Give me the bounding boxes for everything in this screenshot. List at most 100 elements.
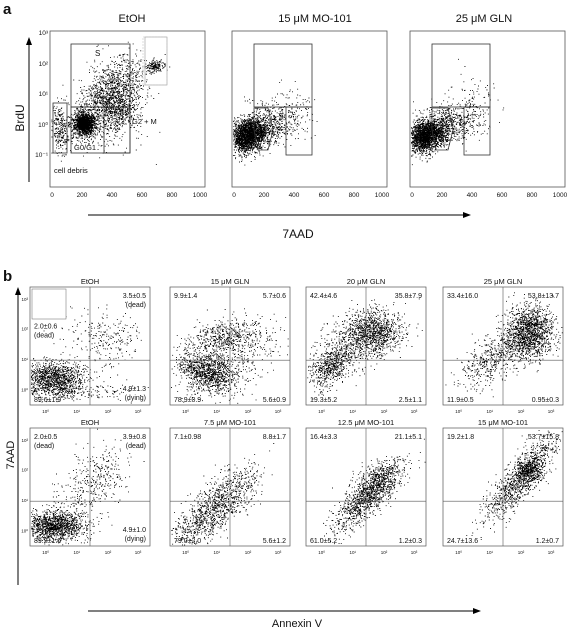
- x-tick: 10²: [245, 550, 252, 555]
- x-tick: 600: [319, 192, 330, 199]
- flow-plot: 20 μM GLN 42.4±4.6 35.8±7.9 19.3±5.2 2.5±1.1…: [305, 277, 427, 414]
- plot-title: EtOH: [81, 277, 99, 286]
- quadrant-ur-value: 3.5±0.5: [123, 293, 146, 300]
- flow-plot: 25 μM GLN 33.4±16.0 53.8±13.7 11.9±0.5 0.95±…: [442, 277, 564, 414]
- point-cloud: [40, 439, 145, 541]
- quadrant-ur-note: (dead): [126, 302, 146, 309]
- scatter-points: [51, 41, 171, 165]
- y-tick: 10⁰: [38, 121, 48, 129]
- plot-a-mo101: 15 μM MO-101 0 200 400 600 800 1000: [231, 13, 390, 199]
- x-tick: 10⁰: [455, 550, 462, 555]
- panel-a-x-label: 7AAD: [282, 227, 314, 241]
- plot-frame: [409, 30, 566, 188]
- scatter-points: [171, 308, 289, 404]
- quadrant-ul-value: 19.2±1.8: [447, 434, 474, 441]
- quadrant-ll-value: 78.9±0.9: [174, 397, 201, 404]
- quadrant-lr-value: 4.9±1.3: [123, 386, 146, 393]
- quadrant-ur-value: 3.9±0.8: [123, 434, 146, 441]
- point-cloud: [31, 351, 111, 403]
- y-tick: 10¹: [21, 357, 28, 362]
- x-tick: 600: [497, 192, 508, 199]
- x-tick: 1000: [375, 192, 390, 199]
- quadrant-lr-value: 0.95±0.3: [532, 397, 559, 404]
- x-tick: 10⁰: [318, 409, 325, 414]
- point-cloud: [171, 443, 275, 546]
- x-tick: 10³: [548, 550, 555, 555]
- y-tick: 10²: [21, 326, 28, 331]
- x-tick: 10³: [275, 409, 282, 414]
- panel-a-y-label: BrdU: [13, 104, 27, 131]
- point-cloud: [31, 501, 113, 546]
- x-tick: 10²: [381, 409, 388, 414]
- quadrant-lr-value: 5.6±0.9: [263, 397, 286, 404]
- quadrant-ll-value: 89.2±1.6: [34, 538, 61, 545]
- quadrant-ll-value: 24.7±13.6: [447, 538, 478, 545]
- x-tick: 10¹: [487, 409, 494, 414]
- x-tick: 800: [167, 192, 178, 199]
- quadrant-ul-value: 2.0±0.6: [34, 323, 57, 330]
- quadrant-ul-value: 33.4±16.0: [447, 293, 478, 300]
- x-tick: 10¹: [74, 550, 81, 555]
- y-tick: 10²: [39, 61, 49, 68]
- gate-g2m: [463, 106, 491, 156]
- inset-box: [31, 288, 67, 320]
- x-tick: 10³: [411, 409, 418, 414]
- gate-g0g1: [431, 107, 454, 151]
- gate-label-s: S: [95, 49, 100, 58]
- panel-a-label: a: [3, 1, 12, 18]
- quadrant-ur-note: (dead): [126, 443, 146, 450]
- panel-b-x-label: Annexin V: [272, 618, 323, 629]
- panel-b-y-label: 7AAD: [5, 441, 17, 470]
- quadrant-lr-note: (dying): [125, 536, 146, 543]
- x-tick: 800: [527, 192, 538, 199]
- scatter-points: [31, 428, 145, 546]
- x-tick: 10⁰: [182, 409, 189, 414]
- flow-plot: 15 μM MO-101 19.2±1.8 53.7±15.8 24.7±13.6 1.…: [442, 418, 564, 555]
- y-tick: 10³: [21, 297, 28, 302]
- panel-b-plots: EtOH 2.0±0.6 (dead) 3.5±0.5 (dead) 89.6±1.9 4.…: [21, 277, 564, 555]
- plot-title: 15 μM GLN: [211, 277, 250, 286]
- quadrant-ul-value: 42.4±4.6: [310, 293, 337, 300]
- x-tick: 10¹: [350, 409, 357, 414]
- x-tick: 10³: [548, 409, 555, 414]
- point-cloud: [308, 298, 423, 396]
- gate-g2m: [103, 106, 131, 154]
- x-tick: 0: [50, 192, 54, 199]
- point-cloud: [344, 455, 420, 511]
- x-tick: 10²: [105, 409, 112, 414]
- point-cloud: [75, 428, 132, 503]
- quadrant-lr-value: 1.2±0.7: [536, 538, 559, 545]
- plot-title: 25 μM GLN: [456, 13, 513, 25]
- point-cloud: [43, 301, 142, 376]
- scatter-points: [171, 443, 275, 546]
- x-tick: 400: [289, 192, 300, 199]
- quadrant-ll-value: 19.3±5.2: [310, 397, 337, 404]
- x-tick: 10⁰: [455, 409, 462, 414]
- x-tick: 10³: [135, 550, 142, 555]
- x-tick: 600: [137, 192, 148, 199]
- plot-title: EtOH: [119, 13, 146, 25]
- quadrant-ul-note: (dead): [34, 332, 54, 339]
- panel-a-y-arrowhead: [26, 37, 32, 45]
- point-cloud: [178, 309, 289, 403]
- plot-a-gln: 25 μM GLN 0 200 400 600 800 1000: [409, 13, 567, 199]
- point-cloud: [445, 323, 529, 398]
- plot-title: 15 μM MO-101: [278, 13, 352, 25]
- gate-s: [431, 43, 491, 108]
- x-tick: 10¹: [487, 550, 494, 555]
- point-cloud: [171, 340, 249, 404]
- x-tick: 200: [77, 192, 88, 199]
- y-tick: 10²: [21, 467, 28, 472]
- x-tick: 400: [107, 192, 118, 199]
- point-cloud: [52, 102, 161, 165]
- x-tick: 10³: [411, 550, 418, 555]
- x-tick: 1000: [553, 192, 567, 199]
- flow-plot: EtOH 2.0±0.6 (dead) 3.5±0.5 (dead) 89.6±1.9 4.…: [21, 277, 151, 414]
- quadrant-ur-value: 35.8±7.9: [395, 293, 422, 300]
- point-cloud: [235, 94, 318, 147]
- point-cloud: [95, 76, 143, 135]
- x-tick: 10⁰: [318, 550, 325, 555]
- scatter-points: [411, 58, 505, 166]
